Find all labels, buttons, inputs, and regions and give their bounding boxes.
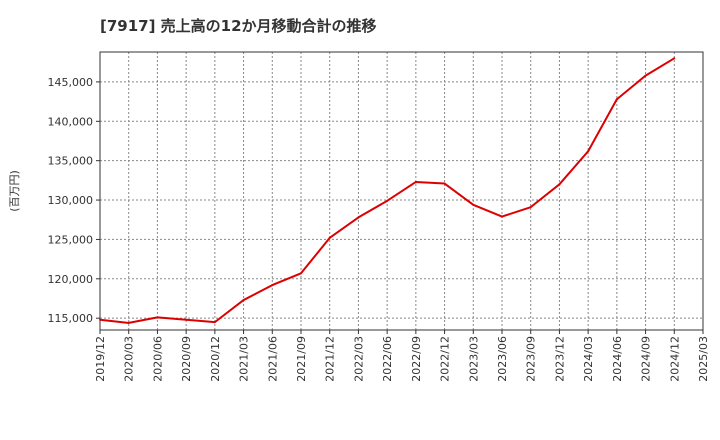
x-tick-label: 2020/09	[180, 336, 193, 382]
data-point	[213, 321, 216, 324]
x-tick-label: 2023/09	[525, 336, 538, 382]
data-point	[271, 284, 274, 287]
grid	[100, 52, 703, 330]
x-tick-label: 2021/03	[238, 336, 251, 382]
data-point	[472, 203, 475, 206]
x-tick-label: 2024/06	[611, 336, 624, 382]
x-tick-label: 2022/12	[439, 336, 452, 382]
x-tick-label: 2021/06	[266, 336, 279, 382]
x-tick-label: 2020/12	[209, 336, 222, 382]
chart-title: [7917] 売上高の12か月移動合計の推移	[100, 17, 377, 35]
data-point	[99, 318, 101, 321]
data-point	[529, 206, 532, 209]
y-tick-label: 145,000	[48, 76, 94, 89]
x-tick-label: 2023/12	[553, 336, 566, 382]
x-axis: 2019/12 2020/03 2020/06 2020/09 2020/12 2021/…	[94, 330, 710, 382]
data-point	[501, 215, 503, 218]
x-tick-label: 2023/06	[496, 336, 509, 382]
data-point	[644, 74, 647, 77]
data-point	[357, 216, 360, 219]
data-point	[127, 321, 130, 324]
x-tick-label: 2025/03	[697, 336, 710, 382]
x-tick-label: 2022/06	[381, 336, 394, 382]
data-point	[300, 272, 302, 275]
data-point	[443, 182, 446, 185]
x-tick-label: 2020/03	[123, 336, 136, 382]
series	[99, 57, 676, 324]
data-point	[156, 316, 159, 319]
x-tick-label: 2019/12	[94, 336, 107, 382]
data-point	[242, 299, 245, 302]
x-tick-label: 2024/09	[640, 336, 653, 382]
data-point	[673, 57, 676, 60]
x-tick-label: 2022/03	[352, 336, 365, 382]
x-tick-label: 2024/03	[582, 336, 595, 382]
data-point	[386, 199, 389, 202]
y-tick-label: 140,000	[48, 115, 94, 128]
x-tick-label: 2020/06	[151, 336, 164, 382]
y-tick-label: 125,000	[48, 233, 94, 246]
data-point	[414, 180, 417, 183]
x-tick-label: 2024/12	[668, 336, 681, 382]
plot-area	[99, 51, 704, 331]
y-tick-label: 120,000	[48, 273, 94, 286]
data-point	[185, 318, 188, 321]
y-tick-label: 130,000	[48, 194, 94, 207]
data-point	[558, 183, 561, 186]
y-tick-label: 115,000	[48, 312, 94, 325]
x-tick-label: 2021/12	[324, 336, 337, 382]
x-tick-label: 2023/03	[467, 336, 480, 382]
y-axis-label: (百万円)	[8, 170, 21, 212]
data-point	[615, 98, 618, 101]
y-axis: 115,000 120,000 125,000 130,000 135,000 140,0…	[48, 76, 100, 325]
data-point	[587, 150, 590, 153]
x-tick-label: 2021/09	[295, 336, 308, 382]
y-tick-label: 135,000	[48, 155, 94, 168]
x-tick-label: 2022/09	[410, 336, 423, 382]
data-point	[328, 236, 331, 239]
